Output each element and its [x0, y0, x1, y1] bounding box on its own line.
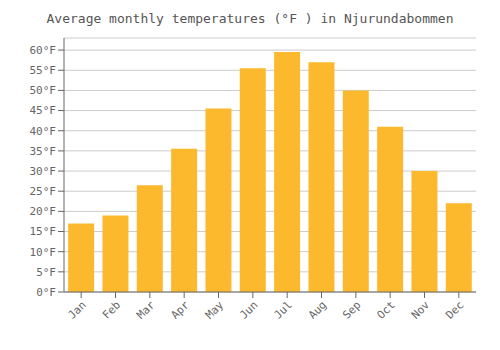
svg-text:Feb: Feb	[100, 298, 123, 321]
svg-text:Aug: Aug	[306, 298, 329, 321]
html-text:Average monthly temperatures (: Average monthly temperatures (°F ) in Nj…	[46, 11, 454, 26]
svg-text:Nov: Nov	[409, 298, 433, 322]
svg-text:Jan: Jan	[66, 298, 89, 321]
svg-text:Jun: Jun	[237, 298, 260, 321]
svg-text:Mar: Mar	[134, 298, 158, 322]
svg-text:Dec: Dec	[443, 298, 466, 321]
svg-text:Jul: Jul	[272, 298, 295, 321]
svg-text:15°F: 15°F	[30, 225, 57, 238]
svg-text:30°F: 30°F	[30, 165, 57, 178]
svg-text:50°F: 50°F	[30, 84, 57, 97]
svg-text:60°F: 60°F	[30, 44, 57, 57]
svg-text:Apr: Apr	[169, 298, 193, 322]
svg-text:20°F: 20°F	[30, 205, 57, 218]
svg-text:40°F: 40°F	[30, 125, 57, 138]
svg-text:May: May	[203, 298, 227, 322]
svg-text:0°F: 0°F	[36, 286, 56, 299]
svg-text:25°F: 25°F	[30, 185, 57, 198]
svg-text:55°F: 55°F	[30, 64, 57, 77]
svg-text:Oct: Oct	[375, 298, 398, 321]
svg-text:Sep: Sep	[340, 298, 363, 321]
svg-text:5°F: 5°F	[36, 266, 56, 279]
svg-text:10°F: 10°F	[30, 246, 57, 259]
svg-text:35°F: 35°F	[30, 145, 57, 158]
svg-text:45°F: 45°F	[30, 104, 57, 117]
